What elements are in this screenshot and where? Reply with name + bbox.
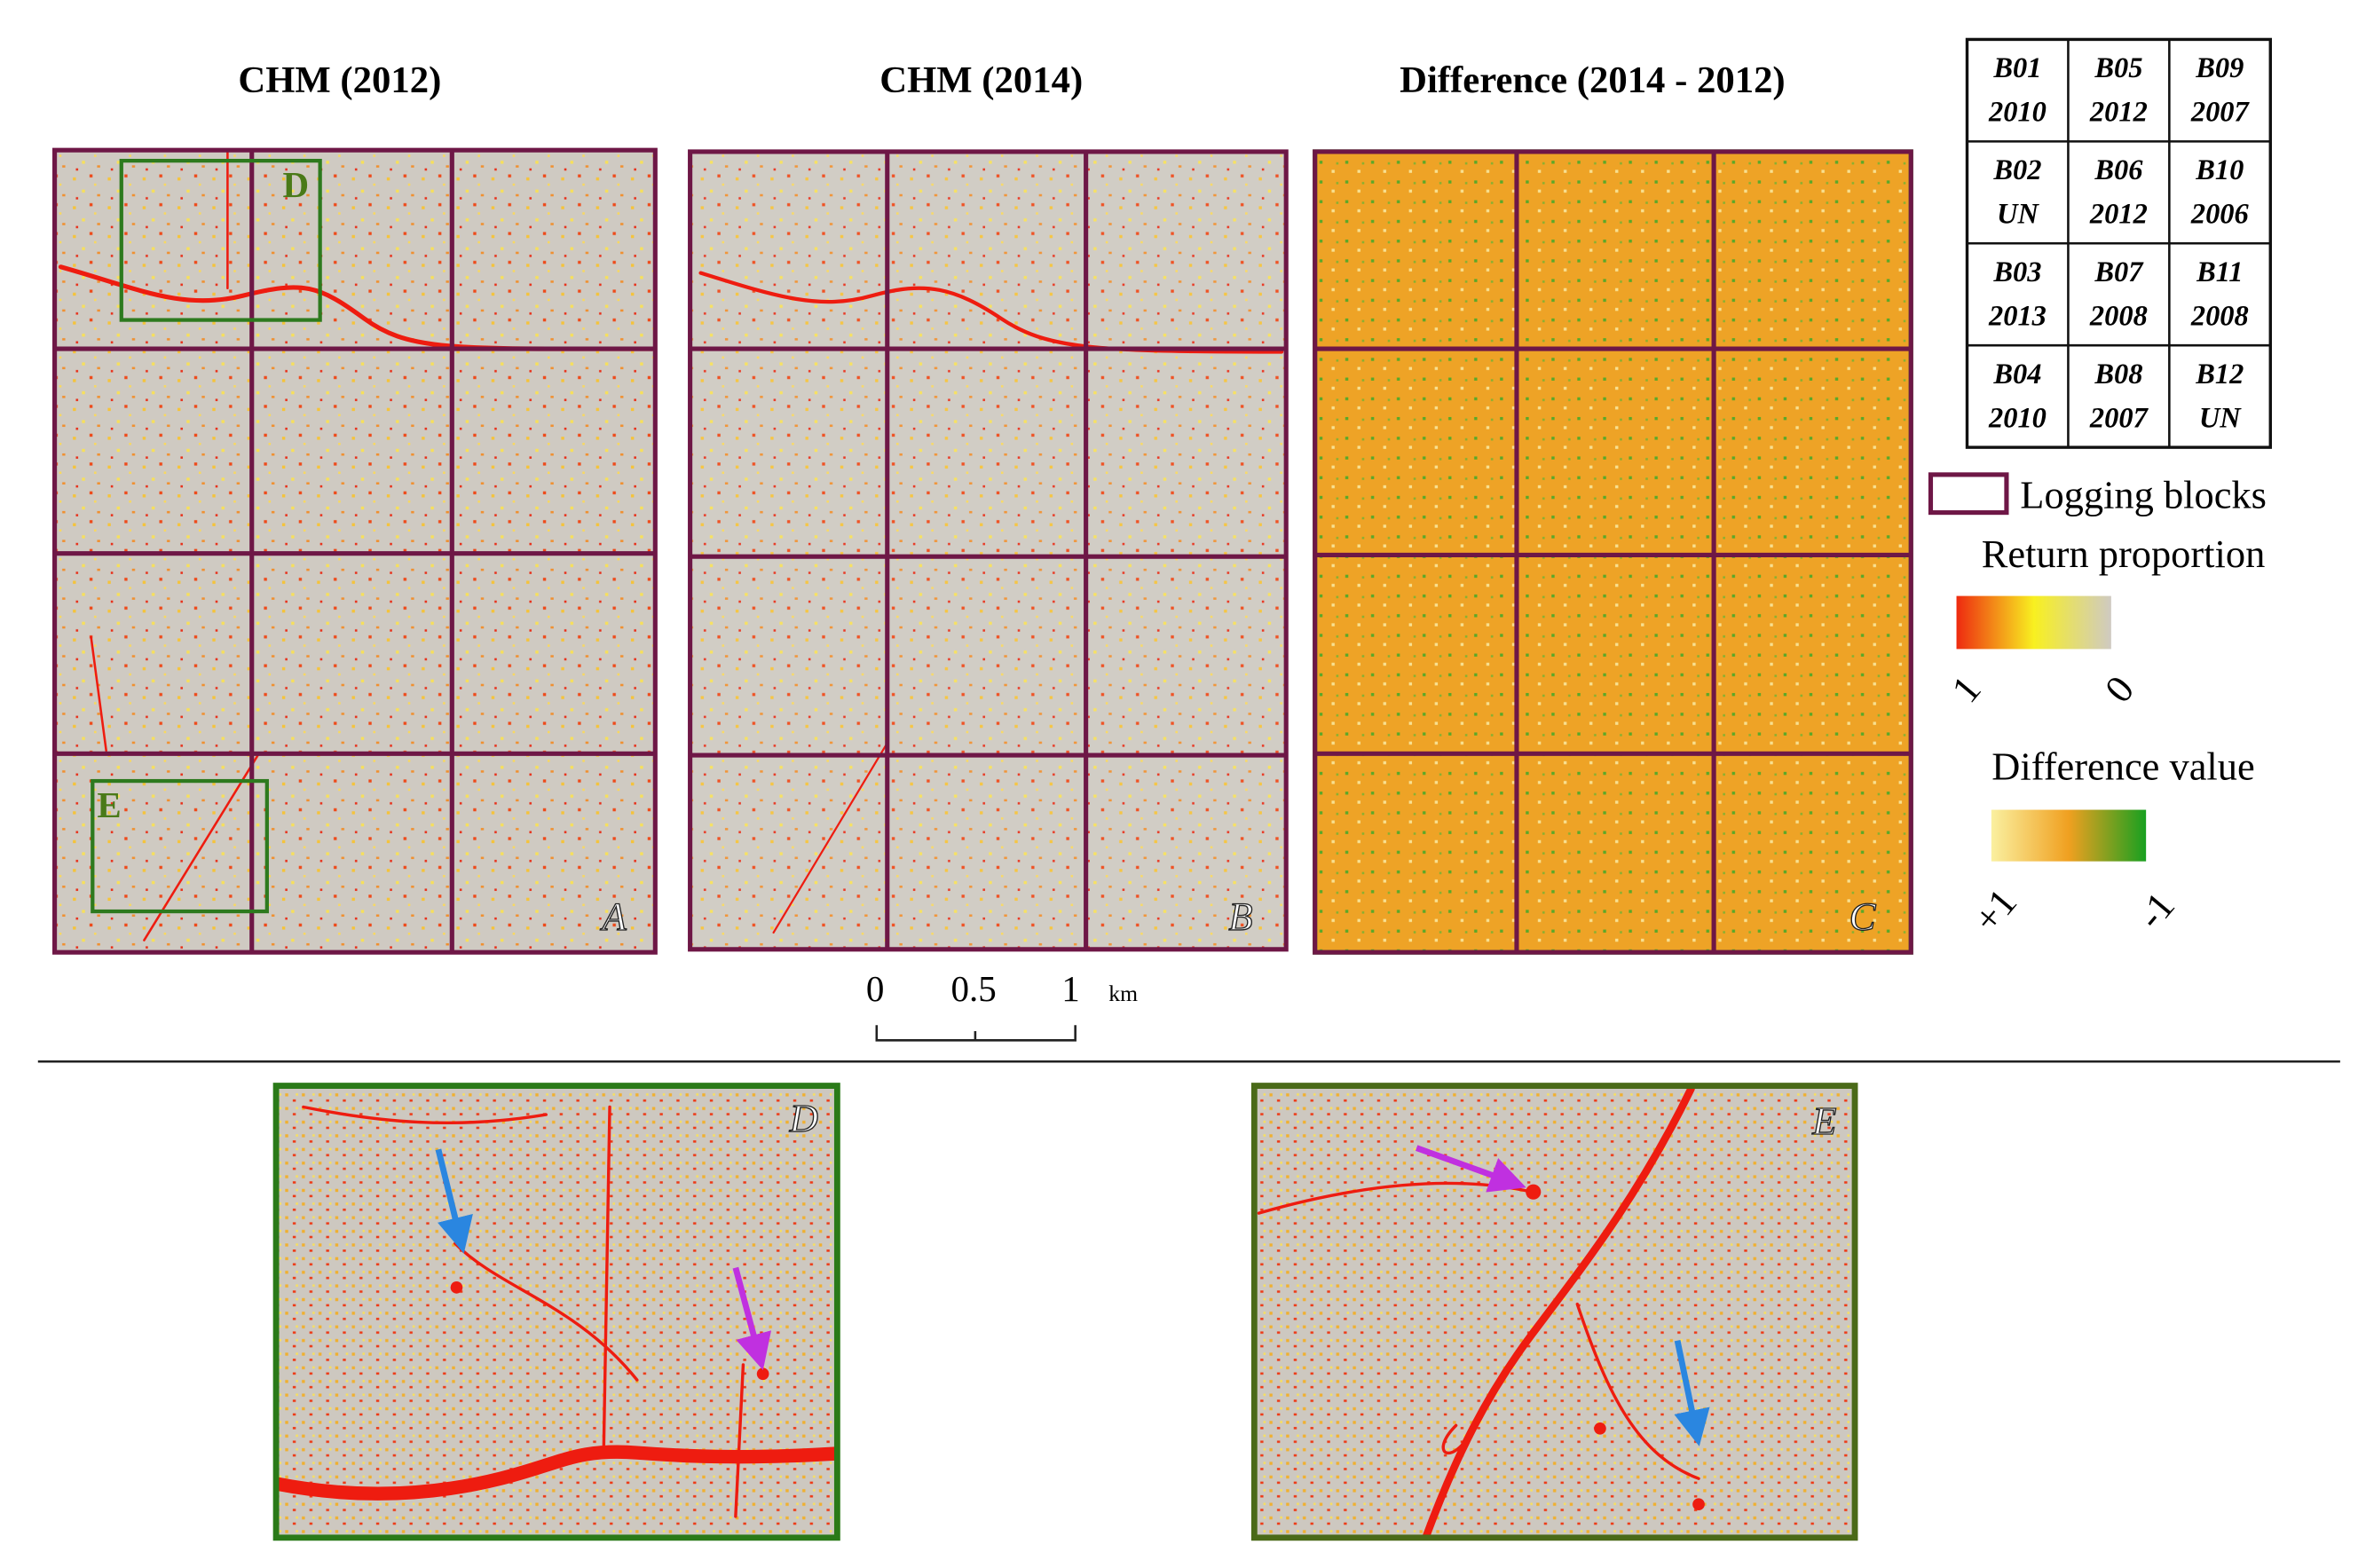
block-year: 2007: [2190, 97, 2251, 129]
scale-bar: 0 0.5 1 km: [866, 968, 1138, 1042]
block-year: 2006: [2190, 199, 2250, 231]
inset-box-label: D: [282, 164, 309, 205]
landing: [1692, 1498, 1705, 1511]
block-table: B01 2010 B05 2012 B09 2007 B02 UN B06 2012 B10 2006…: [1965, 37, 2272, 449]
logging-block-grid: [1313, 149, 1913, 955]
ramp-label: -1: [2128, 884, 2183, 937]
legend-label: Logging blocks: [2020, 472, 2267, 516]
block-id: B03: [1992, 256, 2041, 288]
scale-label: 0.5: [951, 968, 997, 1009]
inset-box-d: [119, 159, 322, 322]
panel-letter: B: [1228, 894, 1252, 939]
panel-title: Difference (2014 - 2012): [1400, 59, 1786, 101]
block-id: B09: [2195, 52, 2244, 84]
landing: [1526, 1184, 1542, 1200]
trail: [772, 742, 888, 934]
inset-letter: E: [1811, 1099, 1836, 1143]
map-2012: [54, 150, 656, 953]
block-id: B11: [2196, 256, 2243, 288]
ramp-label: 1: [1943, 667, 1990, 711]
ramp-label: +1: [1964, 880, 2025, 941]
inset-e: E: [1250, 1083, 1858, 1541]
block-year: UN: [2199, 402, 2242, 434]
inset-letter: D: [789, 1096, 818, 1140]
block-year: 2012: [2089, 199, 2148, 231]
panel-title: CHM (2014): [879, 59, 1083, 101]
block-year: UN: [1997, 199, 2039, 231]
panel-letter: C: [1849, 894, 1877, 939]
block-id: B02: [1992, 154, 2041, 186]
block-id: B06: [2094, 154, 2143, 186]
ramp-label: 0: [2096, 667, 2143, 711]
inset-box-label: E: [97, 784, 121, 825]
inset-d: D: [272, 1083, 840, 1541]
block-year: 2012: [2089, 97, 2148, 129]
block-id: B01: [1992, 52, 2041, 84]
scale-unit: km: [1108, 981, 1138, 1006]
panel-letter: A: [600, 894, 627, 939]
block-year: 2013: [1988, 301, 2047, 333]
panel-title: CHM (2012): [238, 59, 441, 101]
trail: [302, 1105, 745, 1518]
panel-b: [688, 149, 1289, 952]
legend-swatch: [1928, 472, 2009, 516]
block-id: B04: [1992, 359, 2041, 390]
panel-c: [1313, 149, 1913, 955]
block-id: B10: [2195, 154, 2244, 186]
block-year: 2007: [2089, 402, 2149, 434]
block-id: B07: [2094, 256, 2144, 288]
block-id: B05: [2094, 52, 2142, 84]
scale-line: [875, 1025, 1077, 1042]
block-year: 2008: [2190, 301, 2249, 333]
inset-box-e: [91, 778, 269, 914]
trail: [90, 150, 259, 942]
block-id: B12: [2195, 359, 2244, 390]
logging-block-grid: [688, 149, 1289, 952]
color-ramp: [1956, 595, 2111, 650]
arrow: [1416, 1145, 1526, 1193]
map-difference: [1313, 149, 1913, 955]
panel-a: D E: [52, 147, 658, 955]
scale-label: 1: [1061, 968, 1080, 1009]
arrow: [1674, 1339, 1710, 1446]
legend-title: Return proportion: [1982, 532, 2266, 576]
inset-map: [1254, 1085, 1856, 1538]
block-id: B08: [2094, 359, 2142, 390]
arrow: [732, 1266, 772, 1371]
landing: [1594, 1422, 1606, 1435]
landing: [450, 1281, 463, 1294]
inset-frame: [272, 1083, 840, 1541]
logging-block-grid: [52, 147, 658, 955]
legend-title: Difference value: [1991, 744, 2254, 788]
landing: [756, 1367, 769, 1381]
map-2014: [690, 151, 1287, 949]
block-year: 2010: [1988, 402, 2047, 434]
arrow: [435, 1148, 473, 1254]
scale-label: 0: [866, 968, 885, 1009]
block-year: 2008: [2089, 301, 2148, 333]
road: [1422, 1085, 1695, 1538]
inset-frame: [1250, 1083, 1858, 1541]
road: [276, 1445, 838, 1501]
color-ramp: [1991, 809, 2147, 862]
block-year: 2010: [1988, 97, 2047, 129]
